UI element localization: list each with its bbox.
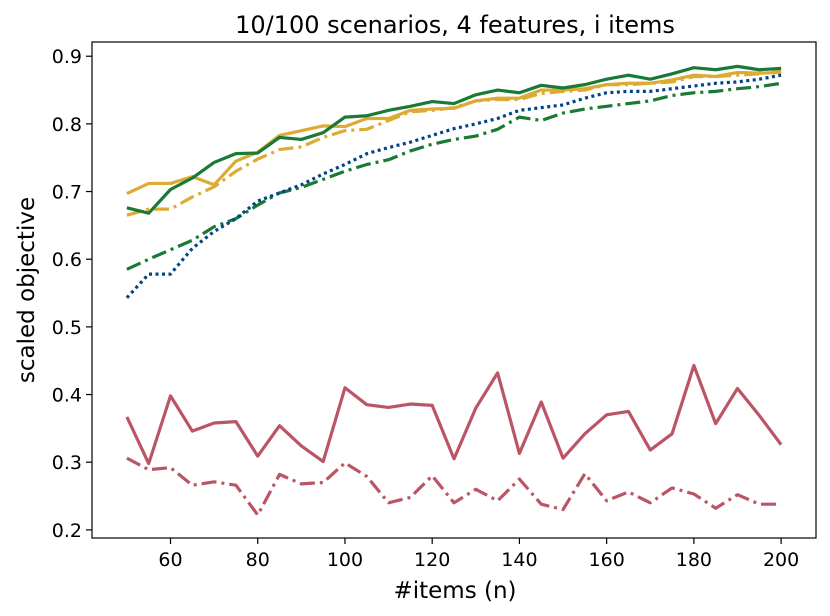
plot-lines: [125, 64, 783, 517]
x-axis-ticks: 60 80 100 120 140 160 180 200: [158, 538, 799, 571]
y-tick-label: 0.5: [52, 317, 82, 339]
y-tick-label: 0.4: [52, 385, 82, 407]
series-line-3: [126, 64, 782, 215]
plot-frame: [91, 41, 817, 539]
y-axis-label: scaled objective: [14, 197, 40, 383]
x-tick-label: 200: [763, 549, 799, 571]
y-tick-label: 0.3: [52, 452, 82, 474]
series-line-6: [125, 363, 783, 466]
y-tick-label: 0.7: [52, 182, 82, 204]
x-tick-label: 140: [501, 549, 537, 571]
x-tick-label: 160: [589, 549, 625, 571]
series-line-5: [125, 73, 782, 299]
y-tick-label: 0.6: [52, 249, 82, 271]
series-line-4: [126, 81, 782, 271]
x-axis-label: #items (n): [393, 578, 516, 604]
x-tick-label: 180: [676, 549, 712, 571]
x-tick-label: 60: [158, 549, 182, 571]
y-tick-label: 0.9: [52, 46, 82, 68]
y-tick-label: 0.2: [52, 520, 82, 542]
y-axis-ticks: 0.2 0.3 0.4 0.5 0.6 0.7 0.8 0.9: [52, 46, 92, 542]
y-tick-label: 0.8: [52, 114, 82, 136]
x-tick-label: 120: [414, 549, 450, 571]
x-tick-label: 80: [246, 549, 270, 571]
x-tick-label: 100: [327, 549, 363, 571]
chart-title: 10/100 scenarios, 4 features, i items: [235, 11, 675, 39]
series-line-7: [126, 456, 782, 517]
series-line-2: [126, 69, 782, 217]
series-line-1: [126, 70, 782, 196]
